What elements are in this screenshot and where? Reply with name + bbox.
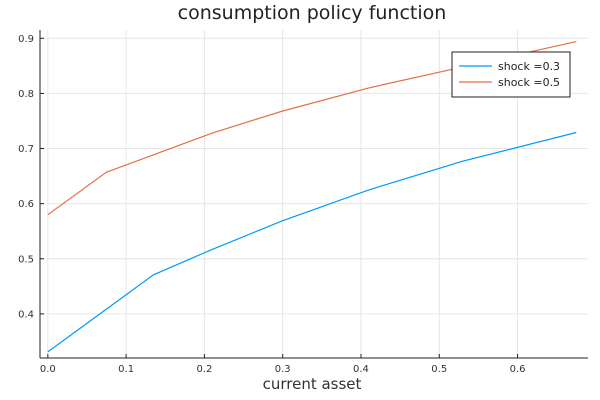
- x-tick-label: 0.5: [431, 364, 447, 375]
- y-tick-label: 0.6: [18, 199, 34, 210]
- axes: [39, 30, 588, 359]
- x-tick-label: 0.4: [353, 364, 369, 375]
- grid: [40, 30, 588, 358]
- chart-title: consumption policy function: [178, 2, 447, 24]
- legend: shock =0.3 shock =0.5: [451, 51, 571, 98]
- legend-label: shock =0.3: [498, 60, 560, 73]
- y-tick-label: 0.7: [18, 144, 34, 155]
- x-tick-label: 0.3: [275, 364, 291, 375]
- x-tick-label: 0.2: [196, 364, 212, 375]
- legend-label: shock =0.5: [498, 76, 560, 89]
- x-tick-label: 0.0: [40, 364, 56, 375]
- x-axis-label: current asset: [263, 375, 362, 393]
- legend-box: [451, 51, 571, 98]
- y-tick-label: 0.5: [18, 254, 34, 265]
- x-tick-label: 0.6: [510, 364, 526, 375]
- series-line-1: [47, 131, 577, 353]
- y-tick-label: 0.4: [18, 309, 34, 320]
- y-tick-label: 0.9: [18, 34, 34, 45]
- x-tick-label: 0.1: [118, 364, 134, 375]
- y-tick-label: 0.8: [18, 89, 34, 100]
- tick-labels: 0.0 0.1 0.2 0.3 0.4 0.5 0.6 0.4 0.5 0.6 0.7 0.8 0.9: [18, 34, 525, 375]
